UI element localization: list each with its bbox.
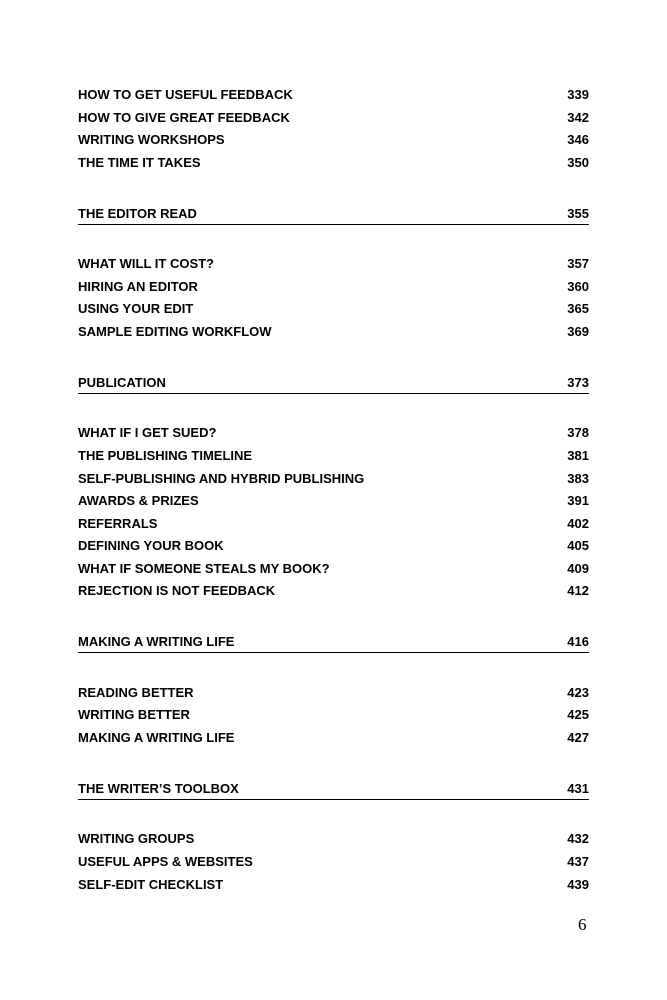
toc-entry: USING YOUR EDIT 365 [78,298,589,321]
toc-title: WRITING BETTER [78,707,190,723]
toc-title: THE TIME IT TAKES [78,154,201,170]
toc-entry: SELF-PUBLISHING AND HYBRID PUBLISHING 383 [78,468,589,491]
toc-entry: WHAT IF I GET SUED? 378 [78,422,589,445]
toc-page-number: 431 [567,781,589,797]
toc-page-number: 339 [567,87,589,102]
toc-section-heading: PUBLICATION 373 [78,372,589,394]
toc-page-number: 346 [567,132,589,148]
toc-entry: HOW TO GIVE GREAT FEEDBACK 342 [78,107,589,130]
toc-title: PUBLICATION [78,374,166,390]
toc-page-number: 432 [567,831,589,847]
toc-page-number: 437 [567,854,589,869]
toc-title: THE PUBLISHING TIMELINE [78,447,253,463]
toc-entry: MAKING A WRITING LIFE 427 [78,727,589,750]
toc-entry: SELF-EDIT CHECKLIST 439 [78,874,589,897]
toc-entry: WRITING BETTER 425 [78,704,589,727]
toc-page-number: 427 [567,730,589,746]
page-number: 6 [578,915,587,934]
toc-title: HOW TO GET USEFUL FEEDBACK [78,87,293,102]
toc-page-number: 360 [567,278,589,294]
toc-entry: REJECTION IS NOT FEEDBACK 412 [78,580,589,603]
toc-section-heading: MAKING A WRITING LIFE 416 [78,631,589,654]
toc-page-number: 369 [567,323,589,339]
toc-page-number: 405 [567,538,589,554]
toc-page-number: 378 [567,425,589,441]
toc-page-number: 423 [567,684,589,700]
toc-page-number: 391 [567,493,589,509]
toc-entry: WRITING GROUPS 432 [78,828,589,851]
toc-title: USING YOUR EDIT [78,301,194,317]
toc-entry: HOW TO GET USEFUL FEEDBACK 339 [78,84,589,107]
toc-page-number: 365 [567,301,589,317]
toc-title: SAMPLE EDITING WORKFLOW [78,323,272,339]
toc-title: WHAT IF SOMEONE STEALS MY BOOK? [78,560,330,576]
toc-entry: SAMPLE EDITING WORKFLOW 369 [78,321,589,344]
toc-title: THE EDITOR READ [78,205,197,221]
toc-page-number: 355 [567,205,589,221]
toc-title: WRITING WORKSHOPS [78,132,225,148]
toc-section-heading: THE WRITER’S TOOLBOX 431 [78,778,589,801]
toc-title: AWARDS & PRIZES [78,493,199,509]
toc-title: WHAT IF I GET SUED? [78,425,217,441]
toc-title: HOW TO GIVE GREAT FEEDBACK [78,109,290,125]
toc-title: HIRING AN EDITOR [78,278,198,294]
toc-entry: WHAT WILL IT COST? 357 [78,253,589,276]
toc-title: READING BETTER [78,684,194,700]
toc-page-number: 425 [567,707,589,723]
toc-entry: THE PUBLISHING TIMELINE 381 [78,445,589,468]
toc-entry: THE TIME IT TAKES 350 [78,152,589,175]
toc-entry: REFERRALS 402 [78,513,589,536]
toc-title: REJECTION IS NOT FEEDBACK [78,583,276,599]
toc-page-number: 342 [567,109,589,125]
toc-title: MAKING A WRITING LIFE [78,730,235,746]
toc-entry: USEFUL APPS & WEBSITES 437 [78,851,589,874]
toc-page-number: 357 [567,256,589,272]
toc-entry: HIRING AN EDITOR 360 [78,276,589,299]
toc-entry: AWARDS & PRIZES 391 [78,490,589,513]
toc-entry: WRITING WORKSHOPS 346 [78,129,589,152]
toc-page-number: 402 [567,515,589,531]
toc-page-number: 409 [567,560,589,576]
toc-title: WRITING GROUPS [78,831,195,847]
toc-page-number: 383 [567,470,589,486]
toc-title: WHAT WILL IT COST? [78,256,214,272]
toc-title: THE WRITER’S TOOLBOX [78,781,239,797]
toc-page-number: 350 [567,154,589,170]
toc-entry: DEFINING YOUR BOOK 405 [78,535,589,558]
toc-entry: WHAT IF SOMEONE STEALS MY BOOK? 409 [78,558,589,581]
toc-title: USEFUL APPS & WEBSITES [78,854,253,869]
toc-page-number: 412 [567,583,589,599]
toc-title: REFERRALS [78,515,158,531]
toc-page-number: 373 [567,374,589,390]
toc-page-number: 439 [567,876,589,892]
toc-page-number: 381 [567,447,589,463]
toc-section-heading: THE EDITOR READ 355 [78,203,589,225]
toc-entry: READING BETTER 423 [78,682,589,705]
toc-title: MAKING A WRITING LIFE [78,634,235,650]
toc-title: SELF-EDIT CHECKLIST [78,876,224,892]
toc-page-number: 416 [567,634,589,650]
table-of-contents: HOW TO GET USEFUL FEEDBACK 339 HOW TO GIVE… [78,84,589,896]
toc-title: SELF-PUBLISHING AND HYBRID PUBLISHING [78,470,365,486]
toc-title: DEFINING YOUR BOOK [78,538,224,554]
